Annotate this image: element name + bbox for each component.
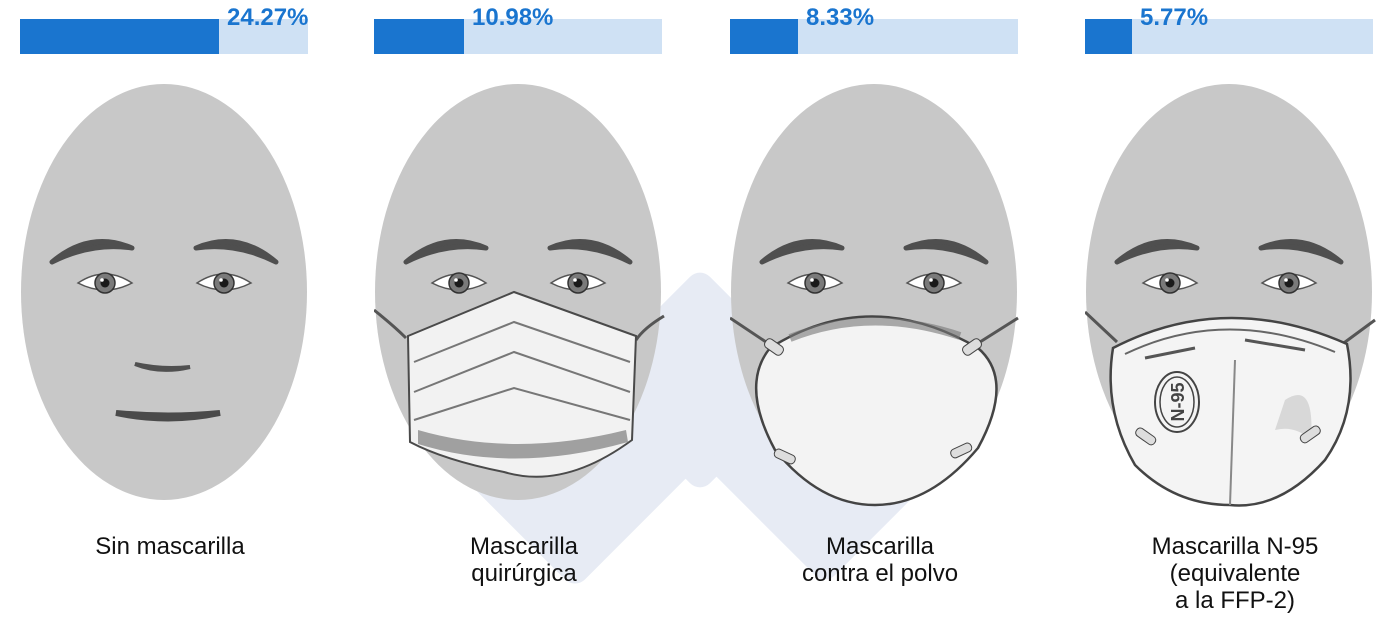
mask-shadow [418,430,628,459]
left-eyebrow [49,239,135,265]
left-eyebrow [403,239,489,265]
ear-loop-right [634,314,665,341]
left-eyebrow [759,239,845,265]
strap-clip [773,448,796,465]
bar-fill [1085,19,1132,54]
eye-highlight [810,278,814,282]
face-dust-mask-icon [730,84,1019,507]
strap-clip [962,338,982,356]
nose-mouth-line [134,362,191,372]
panel-n95-mask: 5.77% N-95 Mascarilla N-95 (equivalente … [1085,0,1385,625]
bar-fill [374,19,464,54]
strap-clip [1135,427,1157,446]
right-eyebrow [903,239,989,265]
mouth [115,410,221,422]
eye-highlight [454,278,458,282]
eye-highlight [219,278,223,282]
bar-fill [730,19,798,54]
mask-pleat [413,386,631,421]
face-no-mask-icon [21,84,307,500]
bar-track [1085,19,1373,54]
mask-seam [1229,359,1236,506]
caption: Mascarilla quirúrgica [469,533,579,587]
caption: Sin mascarilla [95,533,245,560]
panel-dust-mask: 8.33% Mascarilla contra el polvo [730,0,1030,625]
n95-badge-text: N-95 [1168,382,1188,421]
mask-seam [1144,346,1196,360]
panel-surgical-mask: 10.98% Mascarilla quirúrgica [374,0,674,625]
strap-clip [764,338,784,356]
strap-left [1085,310,1119,344]
eye-highlight [1284,278,1288,282]
mask-seam [1124,328,1336,355]
bar-track [730,19,1018,54]
caption: Mascarilla N-95 (equivalente a la FFP-2) [1151,533,1319,614]
eye-highlight [573,278,577,282]
face-surgical-mask-icon [374,84,665,500]
mask-body [406,290,638,478]
mask-body [754,315,998,507]
face-shape [21,84,307,500]
face-n95-mask-icon: N-95 [1085,84,1376,507]
bar-fill [20,19,219,54]
bar-value-label: 5.77% [1140,4,1209,31]
mask-body [1109,316,1352,507]
n95-badge [1154,371,1200,433]
bar-track [374,19,662,54]
bar-value-label: 24.27% [227,4,309,31]
ear-loop-left [374,308,408,340]
bar-value-label: 10.98% [472,4,554,31]
mask-pleat [413,350,631,393]
nose-band [788,317,962,342]
right-eyebrow [1258,239,1344,265]
mask-shadow [1275,395,1312,440]
right-eyebrow [547,239,633,265]
panel-no-mask: 24.27% Sin mascarilla [20,0,320,625]
caption: Mascarilla contra el polvo [801,533,959,587]
strap-clip [1299,425,1321,444]
eye-highlight [100,278,104,282]
mask-pleat [413,320,631,363]
n95-badge-ring [1159,376,1195,428]
strap-right [979,316,1019,344]
eye-highlight [1165,278,1169,282]
left-eyebrow [1114,239,1200,265]
strap-left [730,316,767,344]
right-eyebrow [193,239,279,265]
eye-highlight [929,278,933,282]
mask-seam [1244,338,1306,352]
bar-value-label: 8.33% [806,4,875,31]
strap-clip [950,442,973,459]
bar-track [20,19,308,54]
